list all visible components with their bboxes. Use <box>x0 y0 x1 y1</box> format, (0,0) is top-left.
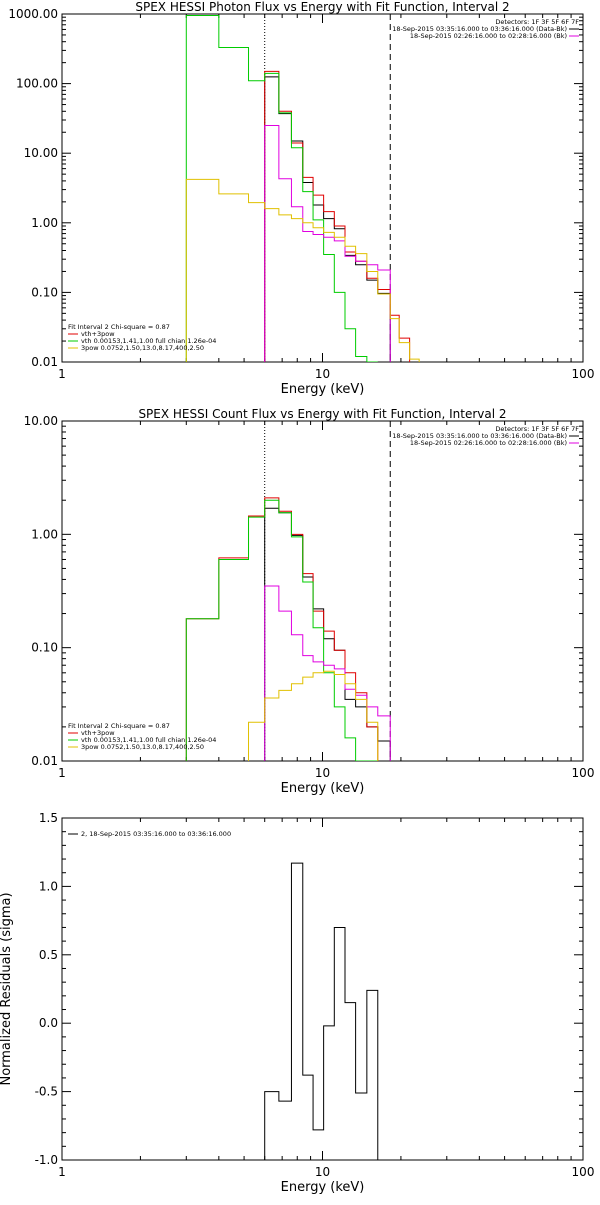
y-tick-label: -0.5 <box>35 1085 58 1099</box>
series-vth <box>185 15 378 362</box>
x-axis: 1 10 100 Energy (keV) <box>58 14 594 397</box>
y-tick-label: 0.01 <box>31 754 58 768</box>
series-bk <box>264 585 391 761</box>
series-vth+3pow <box>264 70 411 362</box>
chart-panel-3: 1 10 100 Energy (keV) -1.0 -0.5 0.0 0.5 1.0 1.5 No… <box>0 811 594 1195</box>
series-group <box>264 862 391 1160</box>
x-tick-label: 1 <box>58 367 66 381</box>
series-residuals <box>264 862 391 1160</box>
series-group <box>185 497 391 761</box>
chart-panel-2: SPEX HESSI Count Flux vs Energy with Fit… <box>24 407 595 796</box>
y-tick-label: 0.5 <box>39 948 58 962</box>
header-line: Detectors: 1F 3F 5F 6F 7F <box>495 18 579 26</box>
x-tick-label: 10 <box>315 766 330 780</box>
y-tick-label: 1000.00 <box>8 7 58 21</box>
y-tick-label: 10.00 <box>24 146 58 160</box>
plot-frame <box>61 817 584 1161</box>
series-group <box>185 15 420 362</box>
y-axis: 0.01 0.10 1.00 10.00 <box>24 414 583 768</box>
header-line: 18-Sep-2015 02:26:16.000 to 02:28:16.000… <box>410 32 567 40</box>
header-line: Detectors: 1F 3F 5F 6F 7F <box>495 425 579 433</box>
y-tick-label: -1.0 <box>35 1153 58 1167</box>
series-data <box>264 507 391 761</box>
chart-title: SPEX HESSI Photon Flux vs Energy with Fi… <box>135 0 509 14</box>
x-tick-label: 1 <box>58 766 66 780</box>
x-tick-label: 100 <box>572 766 595 780</box>
legend-entry: 3pow 0.0752,1.50,13.0,8.17,400,2.50 <box>81 743 204 751</box>
y-tick-label: 100.00 <box>16 77 58 91</box>
y-tick-label: 0.01 <box>31 355 58 369</box>
x-axis-label: Energy (keV) <box>281 382 365 397</box>
series-vth+3pow <box>185 497 379 761</box>
x-tick-label: 100 <box>572 367 595 381</box>
y-tick-label: 0.0 <box>39 1016 58 1030</box>
y-tick-label: 10.00 <box>24 414 58 428</box>
legend-entry: vth+3pow <box>81 729 115 737</box>
y-axis: 0.01 0.10 1.00 10.00 100.00 1000.00 <box>8 7 583 369</box>
legend-entry: 2, 18-Sep-2015 03:35:16.000 to 03:36:16.… <box>81 830 231 838</box>
y-tick-label: 0.10 <box>31 285 58 299</box>
legend-entry: Fit Interval 2 Chi-square = 0.87 <box>68 722 170 730</box>
legend-entry: 3pow 0.0752,1.50,13.0,8.17,400,2.50 <box>81 344 204 352</box>
header-line: 18-Sep-2015 02:26:16.000 to 02:28:16.000… <box>410 439 567 447</box>
x-tick-label: 1 <box>58 1165 66 1179</box>
y-tick-label: 1.00 <box>31 216 58 230</box>
legend-entry: Fit Interval 2 Chi-square = 0.87 <box>68 323 170 331</box>
x-axis: 1 10 100 Energy (keV) <box>58 818 594 1195</box>
y-axis-label: Normalized Residuals (sigma) <box>0 892 14 1085</box>
header-line: 18-Sep-2015 03:35:16.000 to 03:36:16.000… <box>392 432 567 440</box>
y-tick-label: 1.0 <box>39 879 58 893</box>
x-tick-label: 10 <box>315 367 330 381</box>
series-vth <box>185 499 378 761</box>
plot-frame <box>61 13 584 363</box>
header-line: 18-Sep-2015 03:35:16.000 to 03:36:16.000… <box>392 25 567 33</box>
legend-entry: vth+3pow <box>81 330 115 338</box>
plot-frame <box>61 420 584 762</box>
x-tick-label: 100 <box>572 1165 595 1179</box>
y-tick-label: 1.00 <box>31 527 58 541</box>
legend-entry: vth 0.00153,1.41,1.00 full chian 1.26e-0… <box>81 337 216 345</box>
series-3pow <box>248 670 379 761</box>
x-tick-label: 10 <box>315 1165 330 1179</box>
x-axis-label: Energy (keV) <box>281 1180 365 1195</box>
x-axis-label: Energy (keV) <box>281 781 365 796</box>
series-bk <box>264 125 391 362</box>
chart-panel-1: SPEX HESSI Photon Flux vs Energy with Fi… <box>8 0 594 397</box>
legend-entry: vth 0.00153,1.41,1.00 full chian 1.26e-0… <box>81 736 216 744</box>
y-tick-label: 1.5 <box>39 811 58 825</box>
chart-title: SPEX HESSI Count Flux vs Energy with Fit… <box>138 407 506 421</box>
series-data <box>264 76 391 362</box>
y-tick-label: 0.10 <box>31 641 58 655</box>
series-3pow <box>185 178 420 362</box>
